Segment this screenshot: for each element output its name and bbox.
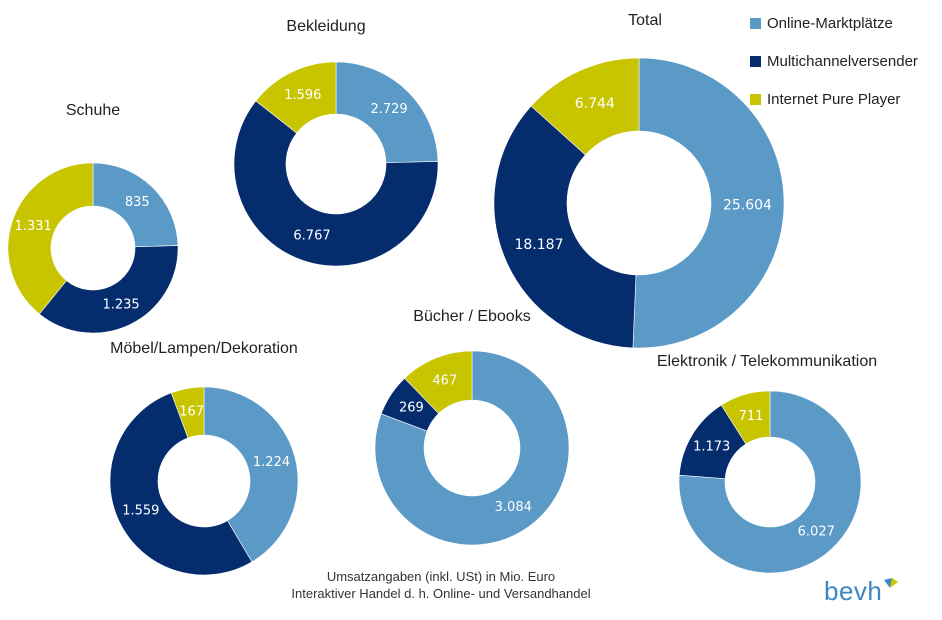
data-label-schuhe-online: 835	[125, 195, 150, 210]
legend-label-pure-player: Internet Pure Player	[767, 90, 901, 108]
data-label-buecher-online: 3.084	[495, 500, 532, 515]
slice-buecher-online	[374, 350, 570, 546]
legend-label-multichannel: Multichannelversender	[767, 52, 918, 70]
bevh-logo: bevh	[824, 576, 899, 606]
slice-schuhe-multichannel	[38, 245, 179, 334]
slice-elektronik-online	[678, 390, 862, 574]
data-label-elektronik-online: 6.027	[798, 524, 835, 539]
footer-line-2: Interaktiver Handel d. h. Online- und Ve…	[291, 586, 591, 601]
slice-bekleidung-multichannel	[233, 100, 439, 267]
logo-mark-icon	[884, 578, 899, 588]
logo-text: bevh	[824, 576, 883, 606]
legend-label-online: Online-Marktplätze	[767, 14, 893, 32]
legend-item-pure-player: Internet Pure Player	[750, 84, 918, 114]
donut-elektronik: 6.027 1.173 711	[678, 390, 862, 574]
donut-total: 25.604 18.187 6.744	[493, 57, 785, 349]
legend-swatch-multichannel	[750, 55, 761, 67]
data-label-total-multichannel: 18.187	[514, 237, 563, 253]
chart-title-moebel: Möbel/Lampen/Dekoration	[110, 340, 298, 357]
chart-title-bekleidung: Bekleidung	[286, 18, 366, 35]
chart-title-schuhe: Schuhe	[65, 102, 121, 119]
legend-item-online: Online-Marktplätze	[750, 8, 918, 38]
slice-total-pure	[530, 57, 640, 156]
slice-bekleidung-online	[335, 61, 439, 164]
slice-schuhe-pure	[7, 162, 94, 315]
footer-line-1: Umsatzangaben (inkl. USt) in Mio. Euro	[326, 569, 556, 584]
data-label-bekleidung-pure: 1.596	[284, 88, 321, 103]
slice-moebel-pure	[170, 386, 205, 439]
chart-title-total: Total	[628, 12, 662, 29]
donut-moebel: 1.224 1.559 167	[109, 386, 299, 576]
donut-buecher: 3.084 269 467	[374, 350, 570, 546]
slice-bekleidung-pure	[255, 61, 337, 134]
data-label-bekleidung-multichannel: 6.767	[293, 229, 330, 244]
footer-note: Umsatzangaben (inkl. USt) in Mio. Euro I…	[0, 568, 942, 602]
chart-title-buecher: Bücher / Ebooks	[413, 308, 531, 325]
data-label-schuhe-multichannel: 1.235	[102, 297, 139, 312]
data-label-buecher-pure: 467	[432, 373, 457, 388]
data-label-total-pure: 6.744	[575, 96, 615, 112]
slice-schuhe-online	[92, 162, 179, 248]
legend-swatch-pure-player	[750, 93, 761, 105]
legend-item-multichannel: Multichannelversender	[750, 46, 918, 76]
donut-schuhe: 835 1.235 1.331	[7, 162, 179, 334]
data-label-elektronik-multichannel: 1.173	[693, 440, 730, 455]
donut-bekleidung: 2.729 6.767 1.596	[233, 61, 439, 267]
data-label-schuhe-pure: 1.331	[15, 219, 52, 234]
data-label-elektronik-pure: 711	[739, 409, 764, 424]
legend-swatch-online	[750, 17, 761, 29]
data-label-buecher-multichannel: 269	[399, 401, 424, 416]
data-label-bekleidung-online: 2.729	[370, 102, 407, 117]
slice-total-multichannel	[493, 105, 637, 349]
slice-moebel-multichannel	[109, 392, 253, 576]
data-label-moebel-pure: 167	[179, 405, 204, 420]
slice-moebel-online	[203, 386, 299, 563]
data-label-moebel-online: 1.224	[253, 455, 290, 470]
data-label-total-online: 25.604	[723, 197, 772, 213]
data-label-moebel-multichannel: 1.559	[122, 504, 159, 519]
legend: Online-Marktplätze Multichannelversender…	[750, 8, 918, 122]
slice-buecher-pure	[404, 350, 473, 414]
chart-title-elektronik: Elektronik / Telekommunikation	[656, 353, 878, 370]
slice-elektronik-pure	[720, 390, 771, 445]
